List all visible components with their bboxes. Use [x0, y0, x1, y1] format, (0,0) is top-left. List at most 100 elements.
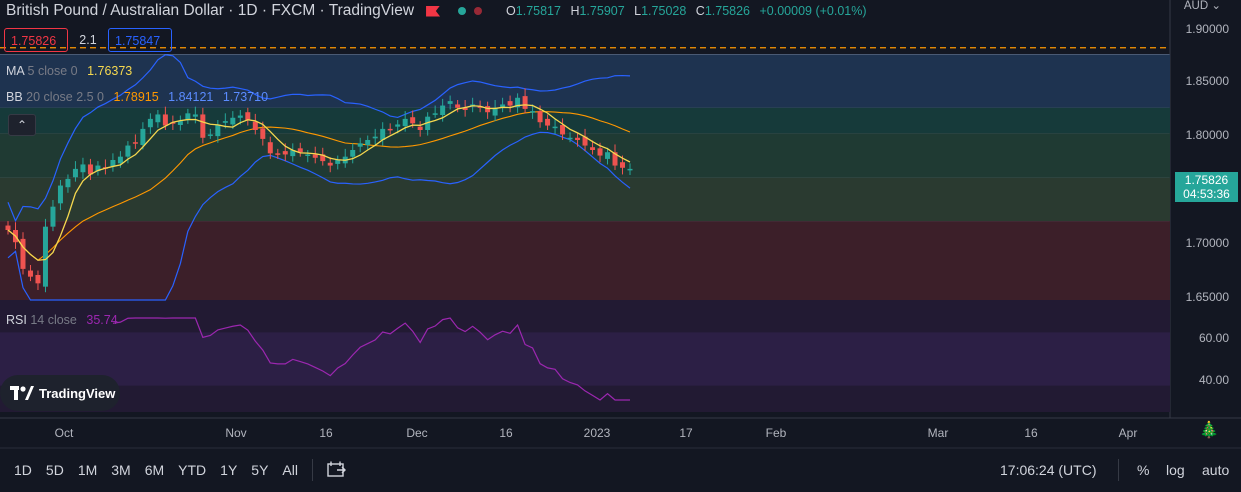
last-price-label: 1.75826 04:53:36 — [1175, 172, 1238, 202]
candle-body — [290, 150, 296, 157]
currency-dropdown[interactable]: AUD ⌄ — [1183, 0, 1221, 12]
candle-body — [575, 137, 581, 140]
rsi-legend[interactable]: RSI 14 close 35.74 — [6, 313, 118, 327]
time-label: 16 — [499, 426, 513, 440]
buy-button[interactable]: 1.75847 — [108, 28, 172, 52]
ohlc-values: O1.75817 H1.75907 L1.75028 C1.75826 +0.0… — [506, 4, 867, 18]
candle-body — [605, 152, 611, 159]
time-label: Nov — [225, 426, 247, 440]
candle-body — [5, 225, 11, 230]
candle-body — [590, 147, 596, 150]
market-indicator-dot-icon — [474, 7, 483, 15]
candle-body — [260, 128, 266, 139]
candle-body — [275, 153, 281, 155]
sell-button[interactable]: 1.75826 — [4, 28, 68, 52]
candle-body — [65, 178, 71, 188]
collapse-legend-button[interactable]: ⌃ — [8, 114, 36, 136]
ohlc-change: +0.00009 (+0.01%) — [759, 4, 867, 18]
bar-countdown: 04:53:36 — [1183, 187, 1230, 201]
candle-body — [140, 128, 146, 145]
tradingview-logo-icon — [10, 386, 34, 400]
rsi-band-fill — [0, 332, 1170, 386]
candle-body — [522, 96, 528, 109]
go-to-date-icon[interactable] — [327, 461, 347, 480]
candle-body — [80, 164, 86, 173]
time-label: Dec — [406, 426, 428, 440]
candle-body — [147, 118, 153, 128]
range-1y-button[interactable]: 1Y — [220, 462, 238, 478]
range-5y-button[interactable]: 5Y — [251, 462, 269, 478]
bb-legend[interactable]: BB 20 close 2.5 0 1.78915 1.84121 1.7371… — [6, 90, 269, 104]
bb-basis-line — [7, 111, 631, 261]
percent-scale-toggle[interactable]: % — [1137, 462, 1150, 478]
range-1d-button[interactable]: 1D — [14, 462, 32, 478]
time-label: 17 — [679, 426, 693, 440]
zone-olive — [0, 177, 1170, 222]
spread-value: 2.1 — [79, 33, 97, 47]
candle-body — [560, 125, 566, 135]
candle-body — [612, 152, 618, 166]
range-1m-button[interactable]: 1M — [77, 462, 98, 478]
range-5d-button[interactable]: 5D — [45, 462, 64, 478]
tradingview-logo[interactable]: TradingView — [0, 375, 120, 411]
candle-body — [402, 118, 408, 127]
ma-value: 1.76373 — [87, 64, 133, 78]
candle-body — [350, 150, 356, 157]
candle-body — [545, 118, 551, 126]
market-status[interactable] — [458, 7, 483, 15]
bb-upper-line — [7, 54, 631, 223]
ma-line — [7, 104, 631, 261]
price-tick: 1.65000 — [1185, 290, 1229, 304]
bb-basis-value: 1.78915 — [113, 90, 159, 104]
price-tick: 1.80000 — [1185, 128, 1229, 142]
candle-body — [177, 121, 183, 125]
range-all-button[interactable]: All — [282, 462, 298, 478]
candle-body — [417, 126, 423, 130]
candle-body — [252, 121, 258, 130]
bb-lower-value: 1.73710 — [222, 90, 269, 104]
log-scale-toggle[interactable]: log — [1166, 462, 1185, 478]
ohlc-high: 1.75907 — [579, 4, 625, 18]
candle-body — [215, 124, 221, 137]
symbol-title[interactable]: British Pound / Australian Dollar · 1D ·… — [6, 2, 415, 19]
candle-body — [200, 114, 206, 138]
candle-body — [72, 168, 78, 178]
auto-scale-toggle[interactable]: auto — [1202, 462, 1230, 478]
candle-body — [87, 164, 93, 175]
time-label: Oct — [54, 426, 74, 440]
rsi-tick: 60.00 — [1198, 331, 1229, 345]
candle-body — [162, 114, 168, 126]
ma-legend[interactable]: MA 5 close 0 1.76373 — [6, 64, 133, 78]
chevron-up-icon: ⌃ — [16, 118, 28, 132]
holiday-tree-icon[interactable]: 🎄 — [1199, 422, 1219, 439]
candle-body — [380, 128, 386, 140]
candle-body — [432, 113, 438, 115]
bottom-toolbar: 1D 5D 1M 3M 6M YTD 1Y 5Y All 17:06:24 (U… — [0, 448, 1241, 492]
flag-icon[interactable] — [426, 5, 441, 17]
candle-body — [237, 115, 243, 118]
candle-body — [597, 148, 603, 156]
range-ytd-button[interactable]: YTD — [178, 462, 207, 478]
candle-body — [537, 111, 543, 123]
utc-clock[interactable]: 17:06:24 (UTC) — [1000, 462, 1097, 478]
candle-body — [110, 160, 116, 167]
market-open-dot-icon — [458, 7, 467, 15]
candle-body — [515, 97, 521, 108]
time-label: 16 — [1024, 426, 1038, 440]
candle-body — [117, 156, 123, 164]
candle-body — [507, 101, 513, 106]
candle-body — [50, 206, 56, 227]
time-label: Feb — [765, 426, 787, 440]
price-tick: 1.90000 — [1185, 22, 1229, 36]
candle-body — [335, 160, 341, 164]
range-6m-button[interactable]: 6M — [144, 462, 165, 478]
range-3m-button[interactable]: 3M — [111, 462, 131, 478]
candle-body — [500, 104, 506, 108]
candle-body — [477, 106, 483, 108]
candle-body — [20, 238, 26, 269]
candle-body — [267, 142, 273, 154]
candle-body — [455, 104, 461, 108]
candle-body — [312, 154, 318, 158]
bb-lower-line — [7, 131, 631, 301]
